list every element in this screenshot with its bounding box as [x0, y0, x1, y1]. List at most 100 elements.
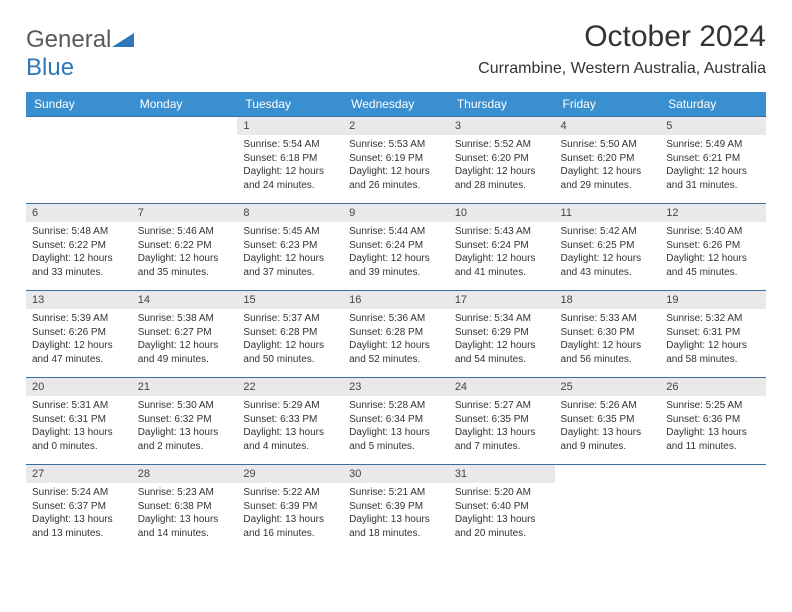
sun-info: Sunrise: 5:26 AMSunset: 6:35 PMDaylight:… — [555, 396, 661, 456]
weekday-header: Sunday — [26, 92, 132, 117]
weekday-header: Saturday — [660, 92, 766, 117]
calendar-cell: 8Sunrise: 5:45 AMSunset: 6:23 PMDaylight… — [237, 204, 343, 291]
daylight-line: Daylight: 12 hours and 35 minutes. — [138, 252, 232, 279]
sun-info: Sunrise: 5:46 AMSunset: 6:22 PMDaylight:… — [132, 222, 238, 282]
sunset-line: Sunset: 6:26 PM — [32, 326, 126, 340]
calendar-cell: 16Sunrise: 5:36 AMSunset: 6:28 PMDayligh… — [343, 291, 449, 378]
sun-info: Sunrise: 5:22 AMSunset: 6:39 PMDaylight:… — [237, 483, 343, 543]
calendar-cell: 14Sunrise: 5:38 AMSunset: 6:27 PMDayligh… — [132, 291, 238, 378]
sun-info: Sunrise: 5:38 AMSunset: 6:27 PMDaylight:… — [132, 309, 238, 369]
sun-info: Sunrise: 5:27 AMSunset: 6:35 PMDaylight:… — [449, 396, 555, 456]
daylight-line: Daylight: 12 hours and 31 minutes. — [666, 165, 760, 192]
sunset-line: Sunset: 6:20 PM — [561, 152, 655, 166]
sunrise-line: Sunrise: 5:24 AM — [32, 486, 126, 500]
daylight-line: Daylight: 12 hours and 41 minutes. — [455, 252, 549, 279]
daylight-line: Daylight: 13 hours and 14 minutes. — [138, 513, 232, 540]
sunset-line: Sunset: 6:26 PM — [666, 239, 760, 253]
calendar-cell: 2Sunrise: 5:53 AMSunset: 6:19 PMDaylight… — [343, 117, 449, 204]
sunrise-line: Sunrise: 5:31 AM — [32, 399, 126, 413]
calendar-cell: 27Sunrise: 5:24 AMSunset: 6:37 PMDayligh… — [26, 465, 132, 552]
sun-info: Sunrise: 5:21 AMSunset: 6:39 PMDaylight:… — [343, 483, 449, 543]
weekday-header: Friday — [555, 92, 661, 117]
calendar-cell: 30Sunrise: 5:21 AMSunset: 6:39 PMDayligh… — [343, 465, 449, 552]
sunrise-line: Sunrise: 5:54 AM — [243, 138, 337, 152]
sunrise-line: Sunrise: 5:30 AM — [138, 399, 232, 413]
daylight-line: Daylight: 13 hours and 2 minutes. — [138, 426, 232, 453]
daylight-line: Daylight: 12 hours and 56 minutes. — [561, 339, 655, 366]
daylight-line: Daylight: 12 hours and 47 minutes. — [32, 339, 126, 366]
daylight-line: Daylight: 12 hours and 43 minutes. — [561, 252, 655, 279]
sun-info: Sunrise: 5:43 AMSunset: 6:24 PMDaylight:… — [449, 222, 555, 282]
sun-info: Sunrise: 5:34 AMSunset: 6:29 PMDaylight:… — [449, 309, 555, 369]
sunset-line: Sunset: 6:25 PM — [561, 239, 655, 253]
day-number: 30 — [343, 465, 449, 483]
day-number: 27 — [26, 465, 132, 483]
sunrise-line: Sunrise: 5:27 AM — [455, 399, 549, 413]
day-number: 26 — [660, 378, 766, 396]
day-number: 28 — [132, 465, 238, 483]
weekday-header: Thursday — [449, 92, 555, 117]
daylight-line: Daylight: 12 hours and 39 minutes. — [349, 252, 443, 279]
daylight-line: Daylight: 12 hours and 26 minutes. — [349, 165, 443, 192]
calendar-row: ....1Sunrise: 5:54 AMSunset: 6:18 PMDayl… — [26, 117, 766, 204]
calendar-cell: 22Sunrise: 5:29 AMSunset: 6:33 PMDayligh… — [237, 378, 343, 465]
sunset-line: Sunset: 6:28 PM — [243, 326, 337, 340]
calendar-cell: 19Sunrise: 5:32 AMSunset: 6:31 PMDayligh… — [660, 291, 766, 378]
sun-info: Sunrise: 5:20 AMSunset: 6:40 PMDaylight:… — [449, 483, 555, 543]
sun-info: Sunrise: 5:36 AMSunset: 6:28 PMDaylight:… — [343, 309, 449, 369]
logo-word2: Blue — [26, 54, 74, 81]
calendar-body: ....1Sunrise: 5:54 AMSunset: 6:18 PMDayl… — [26, 117, 766, 552]
sunset-line: Sunset: 6:22 PM — [138, 239, 232, 253]
day-number: 4 — [555, 117, 661, 135]
sun-info: Sunrise: 5:23 AMSunset: 6:38 PMDaylight:… — [132, 483, 238, 543]
calendar-cell: 15Sunrise: 5:37 AMSunset: 6:28 PMDayligh… — [237, 291, 343, 378]
sunset-line: Sunset: 6:34 PM — [349, 413, 443, 427]
sunset-line: Sunset: 6:39 PM — [349, 500, 443, 514]
sun-info: Sunrise: 5:52 AMSunset: 6:20 PMDaylight:… — [449, 135, 555, 195]
calendar-row: 20Sunrise: 5:31 AMSunset: 6:31 PMDayligh… — [26, 378, 766, 465]
day-number: 3 — [449, 117, 555, 135]
sun-info: Sunrise: 5:30 AMSunset: 6:32 PMDaylight:… — [132, 396, 238, 456]
calendar-cell: .. — [555, 465, 661, 552]
sun-info: Sunrise: 5:40 AMSunset: 6:26 PMDaylight:… — [660, 222, 766, 282]
sunset-line: Sunset: 6:27 PM — [138, 326, 232, 340]
sun-info: Sunrise: 5:32 AMSunset: 6:31 PMDaylight:… — [660, 309, 766, 369]
daylight-line: Daylight: 12 hours and 37 minutes. — [243, 252, 337, 279]
calendar-row: 6Sunrise: 5:48 AMSunset: 6:22 PMDaylight… — [26, 204, 766, 291]
daylight-line: Daylight: 12 hours and 58 minutes. — [666, 339, 760, 366]
calendar-cell: 18Sunrise: 5:33 AMSunset: 6:30 PMDayligh… — [555, 291, 661, 378]
sunrise-line: Sunrise: 5:29 AM — [243, 399, 337, 413]
logo-triangle-icon — [112, 26, 134, 54]
daylight-line: Daylight: 12 hours and 50 minutes. — [243, 339, 337, 366]
day-number: 9 — [343, 204, 449, 222]
sunset-line: Sunset: 6:36 PM — [666, 413, 760, 427]
day-number: 8 — [237, 204, 343, 222]
calendar-cell: 4Sunrise: 5:50 AMSunset: 6:20 PMDaylight… — [555, 117, 661, 204]
sunrise-line: Sunrise: 5:36 AM — [349, 312, 443, 326]
day-number: 5 — [660, 117, 766, 135]
calendar-cell: 9Sunrise: 5:44 AMSunset: 6:24 PMDaylight… — [343, 204, 449, 291]
sun-info: Sunrise: 5:42 AMSunset: 6:25 PMDaylight:… — [555, 222, 661, 282]
brand-logo: General Blue — [26, 26, 135, 82]
calendar-cell: 3Sunrise: 5:52 AMSunset: 6:20 PMDaylight… — [449, 117, 555, 204]
daylight-line: Daylight: 12 hours and 24 minutes. — [243, 165, 337, 192]
sunrise-line: Sunrise: 5:22 AM — [243, 486, 337, 500]
sun-info: Sunrise: 5:31 AMSunset: 6:31 PMDaylight:… — [26, 396, 132, 456]
calendar-cell: 10Sunrise: 5:43 AMSunset: 6:24 PMDayligh… — [449, 204, 555, 291]
day-number: 1 — [237, 117, 343, 135]
sunrise-line: Sunrise: 5:37 AM — [243, 312, 337, 326]
daylight-line: Daylight: 12 hours and 45 minutes. — [666, 252, 760, 279]
sun-info: Sunrise: 5:28 AMSunset: 6:34 PMDaylight:… — [343, 396, 449, 456]
day-number: 11 — [555, 204, 661, 222]
sunrise-line: Sunrise: 5:40 AM — [666, 225, 760, 239]
calendar-cell: 17Sunrise: 5:34 AMSunset: 6:29 PMDayligh… — [449, 291, 555, 378]
daylight-line: Daylight: 13 hours and 9 minutes. — [561, 426, 655, 453]
daylight-line: Daylight: 13 hours and 0 minutes. — [32, 426, 126, 453]
sunrise-line: Sunrise: 5:39 AM — [32, 312, 126, 326]
daylight-line: Daylight: 13 hours and 5 minutes. — [349, 426, 443, 453]
sunset-line: Sunset: 6:37 PM — [32, 500, 126, 514]
sun-info: Sunrise: 5:44 AMSunset: 6:24 PMDaylight:… — [343, 222, 449, 282]
sun-info: Sunrise: 5:33 AMSunset: 6:30 PMDaylight:… — [555, 309, 661, 369]
sunrise-line: Sunrise: 5:43 AM — [455, 225, 549, 239]
sunset-line: Sunset: 6:40 PM — [455, 500, 549, 514]
